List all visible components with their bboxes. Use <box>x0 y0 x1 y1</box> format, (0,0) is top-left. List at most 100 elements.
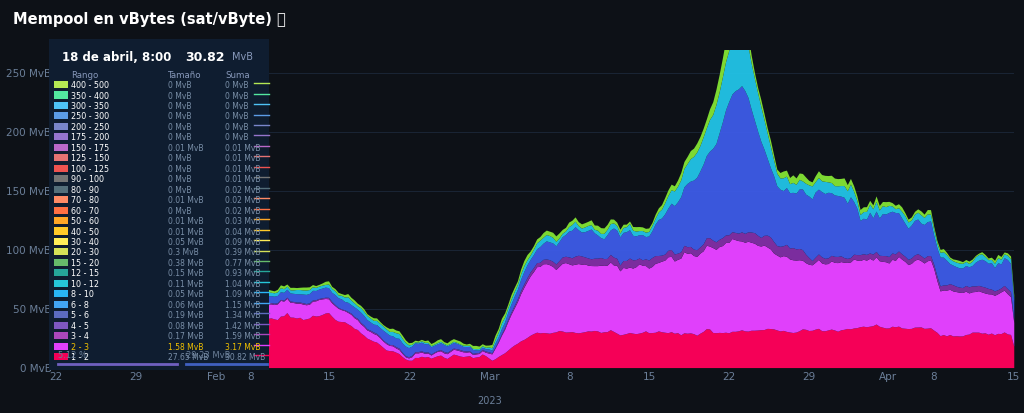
Text: 0.09 MvB: 0.09 MvB <box>225 238 261 247</box>
Text: 0.01 MvB: 0.01 MvB <box>225 144 261 153</box>
Text: MvB: MvB <box>231 52 253 62</box>
Text: 200 - 250: 200 - 250 <box>72 123 110 132</box>
Bar <box>53 112 68 119</box>
Text: 0 MvB: 0 MvB <box>225 133 249 142</box>
Bar <box>53 301 68 308</box>
Text: 250 - 300: 250 - 300 <box>72 112 110 121</box>
Bar <box>53 269 68 276</box>
Text: 1.15 MvB: 1.15 MvB <box>225 301 261 310</box>
Text: 0 MvB: 0 MvB <box>168 165 191 174</box>
Text: 3 - 4: 3 - 4 <box>72 332 89 341</box>
Text: 30.82 MvB: 30.82 MvB <box>225 353 265 362</box>
Text: 1.34 MvB: 1.34 MvB <box>225 311 261 320</box>
Text: 0.39 MvB: 0.39 MvB <box>225 249 261 257</box>
Text: 1.04 MvB: 1.04 MvB <box>225 280 261 289</box>
Text: 0.01 MvB: 0.01 MvB <box>168 196 204 205</box>
Text: 0 MvB: 0 MvB <box>168 154 191 163</box>
Text: 125 - 150: 125 - 150 <box>72 154 110 163</box>
Text: 1.42 MvB: 1.42 MvB <box>225 322 261 331</box>
Text: 100 - 125: 100 - 125 <box>72 165 110 174</box>
Text: 400 - 500: 400 - 500 <box>72 81 110 90</box>
Text: 0 MvB: 0 MvB <box>168 81 191 90</box>
Bar <box>53 217 68 224</box>
Bar <box>53 154 68 161</box>
Text: 2023: 2023 <box>477 396 502 406</box>
Text: 4 - 5: 4 - 5 <box>72 322 89 331</box>
Text: 0.38 MvB: 0.38 MvB <box>168 259 204 268</box>
Text: 0 MvB: 0 MvB <box>225 92 249 100</box>
Bar <box>53 280 68 287</box>
Text: 0.02 MvB: 0.02 MvB <box>225 206 261 216</box>
Bar <box>53 175 68 182</box>
Bar <box>53 102 68 109</box>
Bar <box>53 123 68 130</box>
Text: 0.01 MvB: 0.01 MvB <box>225 175 261 184</box>
Text: 0.08 MvB: 0.08 MvB <box>168 322 204 331</box>
Text: 175 - 200: 175 - 200 <box>72 133 110 142</box>
Text: 0.04 MvB: 0.04 MvB <box>225 228 261 237</box>
Text: 0 MvB: 0 MvB <box>225 112 249 121</box>
Text: 50 - 60: 50 - 60 <box>72 217 99 226</box>
Text: 0 MvB: 0 MvB <box>168 206 191 216</box>
Text: 150 - 175: 150 - 175 <box>72 144 110 153</box>
Text: 80 - 90: 80 - 90 <box>72 186 99 195</box>
Text: 40 - 50: 40 - 50 <box>72 228 99 237</box>
Text: 1.58 MvB: 1.58 MvB <box>168 343 204 351</box>
Bar <box>53 165 68 172</box>
Text: 90 - 100: 90 - 100 <box>72 175 104 184</box>
Text: 3.17 MvB: 3.17 MvB <box>225 343 261 351</box>
Text: 300 - 350: 300 - 350 <box>72 102 110 111</box>
Text: 10 - 12: 10 - 12 <box>72 280 99 289</box>
Bar <box>53 133 68 140</box>
Text: 60 - 70: 60 - 70 <box>72 206 99 216</box>
Bar <box>53 91 68 99</box>
Text: Rango: Rango <box>72 71 98 80</box>
Text: 18 de abril, 8:00: 18 de abril, 8:00 <box>62 51 172 64</box>
Text: 0.15 MvB: 0.15 MvB <box>168 269 204 278</box>
Text: 0 MvB: 0 MvB <box>168 123 191 132</box>
Bar <box>53 248 68 256</box>
Text: 12 - 15: 12 - 15 <box>72 269 99 278</box>
Text: 0.01 MvB: 0.01 MvB <box>168 217 204 226</box>
Text: 0.01 MvB: 0.01 MvB <box>225 165 261 174</box>
Bar <box>53 290 68 297</box>
Text: 20 - 30: 20 - 30 <box>72 249 99 257</box>
Text: 5.12 %: 5.12 % <box>58 351 87 361</box>
Text: Tamaño: Tamaño <box>168 71 202 80</box>
Text: 2 - 3: 2 - 3 <box>72 343 89 351</box>
Text: 0 MvB: 0 MvB <box>168 133 191 142</box>
Text: 0.05 MvB: 0.05 MvB <box>168 290 204 299</box>
Text: 8 - 10: 8 - 10 <box>72 290 94 299</box>
Text: 0.01 MvB: 0.01 MvB <box>168 144 204 153</box>
Bar <box>53 332 68 339</box>
Text: 0.06 MvB: 0.06 MvB <box>168 301 204 310</box>
Text: 0 MvB: 0 MvB <box>168 175 191 184</box>
Text: 0.03 MvB: 0.03 MvB <box>225 217 261 226</box>
Text: 0.77 MvB: 0.77 MvB <box>225 259 261 268</box>
Text: Suma: Suma <box>225 71 250 80</box>
Text: 27.65 MvB: 27.65 MvB <box>168 353 209 362</box>
Text: 0.05 MvB: 0.05 MvB <box>168 238 204 247</box>
Bar <box>53 311 68 318</box>
Text: 1.09 MvB: 1.09 MvB <box>225 290 261 299</box>
Text: 1.59 MvB: 1.59 MvB <box>225 332 261 341</box>
Bar <box>53 228 68 235</box>
Text: 0 MvB: 0 MvB <box>225 123 249 132</box>
Text: 0 MvB: 0 MvB <box>225 81 249 90</box>
Bar <box>53 81 68 88</box>
Text: 0 MvB: 0 MvB <box>168 112 191 121</box>
Text: 0 MvB: 0 MvB <box>225 102 249 111</box>
Text: 0.19 MvB: 0.19 MvB <box>168 311 204 320</box>
Text: 0 MvB: 0 MvB <box>168 186 191 195</box>
Bar <box>53 259 68 266</box>
Bar <box>53 238 68 245</box>
Bar <box>53 196 68 203</box>
Text: 15 - 20: 15 - 20 <box>72 259 99 268</box>
Bar <box>53 185 68 193</box>
Text: 0.3 MvB: 0.3 MvB <box>168 249 199 257</box>
Text: 0.01 MvB: 0.01 MvB <box>168 228 204 237</box>
Text: 6 - 8: 6 - 8 <box>72 301 89 310</box>
Bar <box>53 206 68 214</box>
Text: 0 MvB: 0 MvB <box>168 102 191 111</box>
Text: 1 - 2: 1 - 2 <box>72 353 89 362</box>
